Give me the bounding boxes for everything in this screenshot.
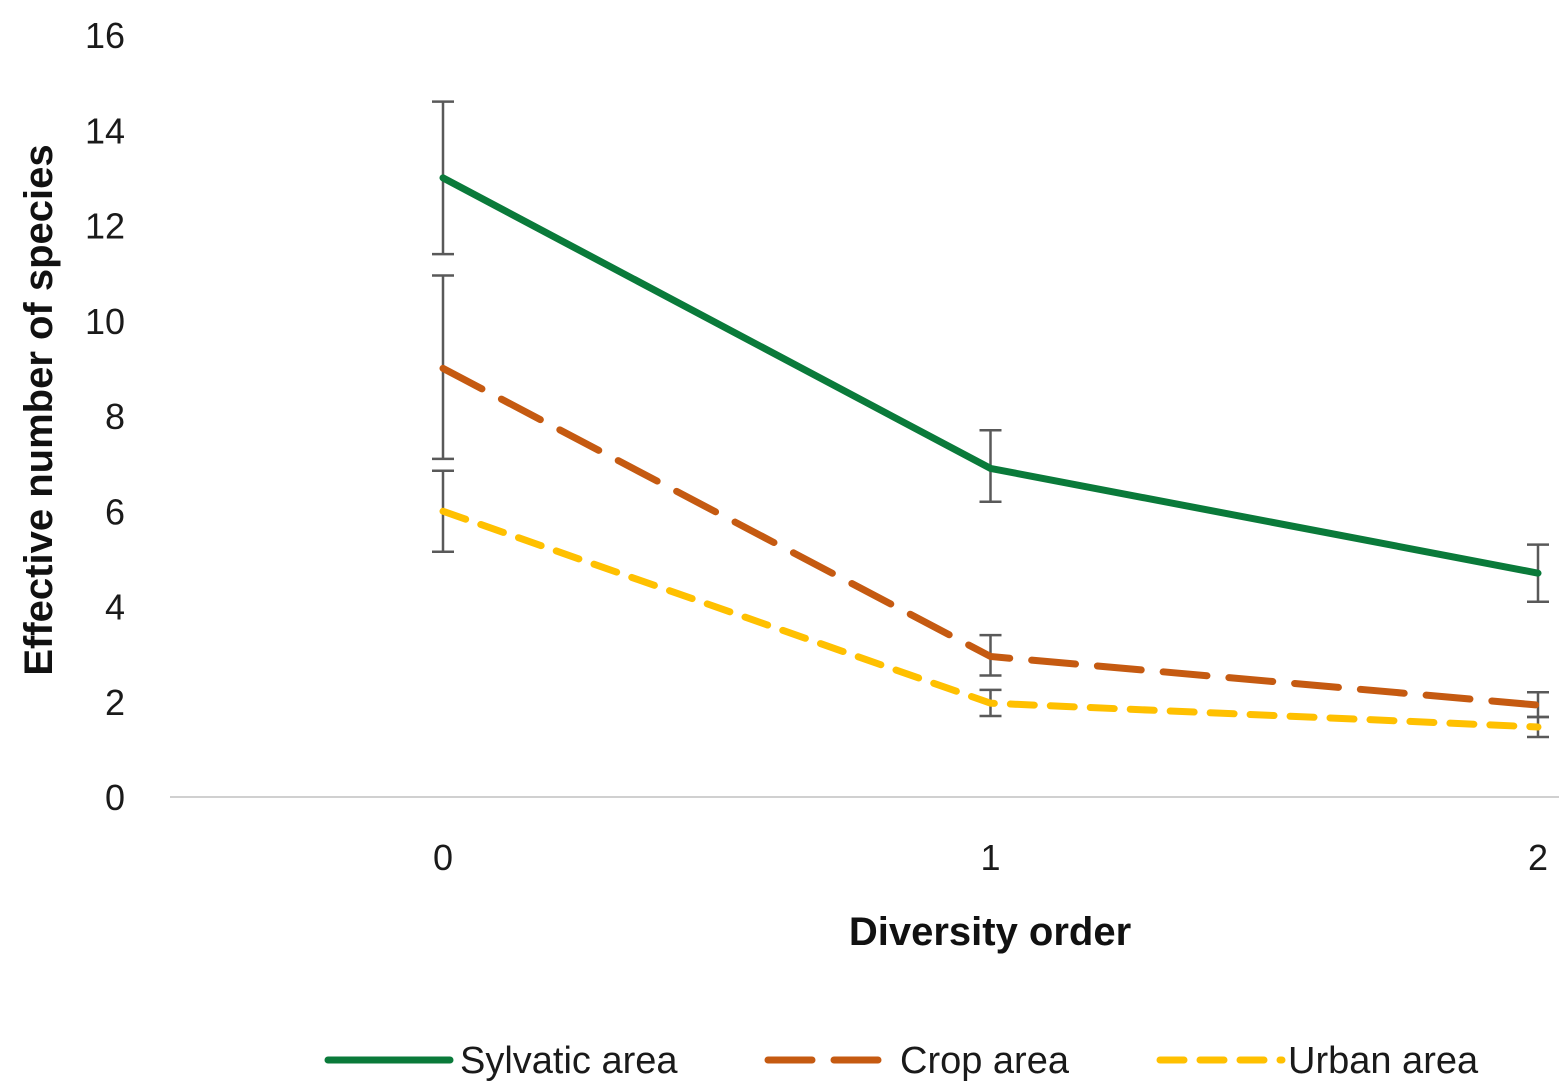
x-axis-label: Diversity order: [849, 910, 1131, 954]
y-tick-label: 0: [105, 777, 125, 818]
y-tick-label: 14: [85, 110, 125, 151]
series-line-crop-area: [439, 364, 1542, 709]
legend-label-sylvatic-area: Sylvatic area: [460, 1040, 678, 1082]
x-tick-label: 0: [433, 837, 453, 878]
series-line-sylvatic-area: [439, 174, 1542, 577]
legend-label-crop-area: Crop area: [900, 1040, 1070, 1082]
y-tick-label: 16: [85, 15, 125, 56]
x-tick-label: 1: [980, 837, 1000, 878]
y-tick-label: 4: [105, 587, 125, 628]
y-axis-label: Effective number of species: [17, 144, 61, 675]
y-tick-label: 10: [85, 301, 125, 342]
y-tick-label: 6: [105, 491, 125, 532]
legend: Sylvatic area Crop area Urban area: [324, 1040, 1479, 1082]
y-tick-label: 2: [105, 682, 125, 723]
x-tick-label: 2: [1528, 837, 1548, 878]
y-tick-label: 8: [105, 396, 125, 437]
y-tick-label: 12: [85, 206, 125, 247]
legend-label-urban-area: Urban area: [1288, 1040, 1479, 1082]
